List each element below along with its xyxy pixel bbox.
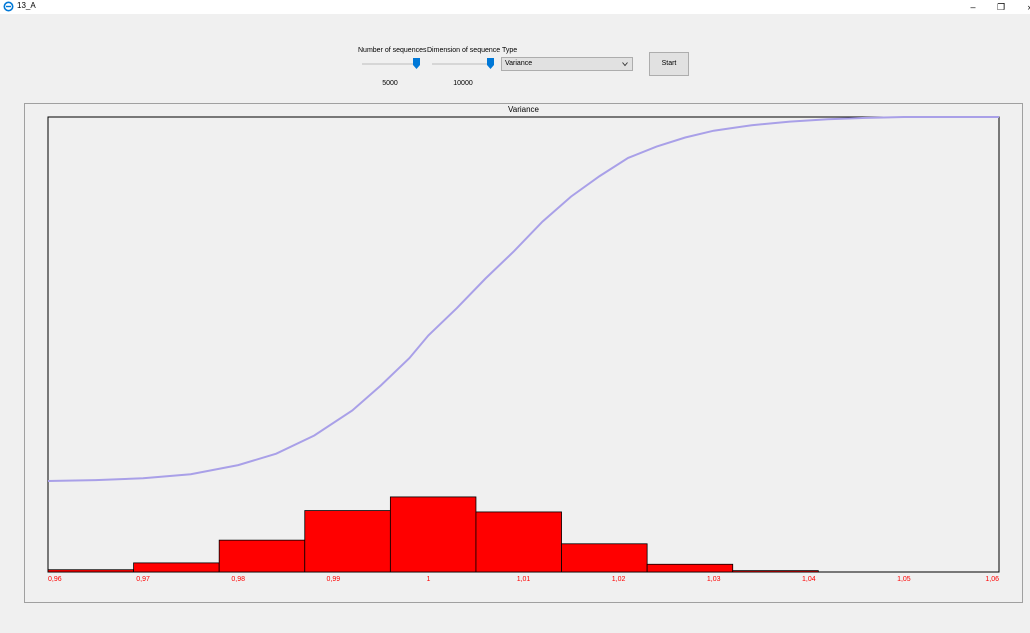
- dim-sequence-label: Dimension of sequence: [427, 47, 501, 54]
- histogram-bar: [304, 510, 391, 573]
- x-tick-label: 0,96: [48, 576, 62, 583]
- histogram-bar: [475, 511, 562, 573]
- x-tick-label: 0,97: [136, 576, 150, 583]
- window-title: 13_A: [17, 1, 36, 10]
- x-tick-label: 0,99: [326, 576, 340, 583]
- histogram-bar: [561, 543, 648, 573]
- x-tick-label: 1: [426, 576, 430, 583]
- num-sequences-slider-thumb[interactable]: [413, 58, 420, 69]
- x-tick-label: 1,01: [517, 576, 531, 583]
- start-button[interactable]: Start: [649, 52, 689, 76]
- x-tick-label: 0,98: [231, 576, 245, 583]
- dim-sequence-value: 10000: [453, 80, 473, 87]
- type-select[interactable]: Variance: [501, 57, 633, 71]
- plot-area: [47, 116, 1000, 573]
- x-tick-label: 1,03: [707, 576, 721, 583]
- app-icon: [3, 1, 14, 12]
- x-tick-label: 1,02: [612, 576, 626, 583]
- type-select-value: Variance: [505, 60, 533, 67]
- restore-icon[interactable]: ❐: [996, 2, 1006, 12]
- cdf-line: [47, 116, 999, 482]
- chart-title: Variance: [508, 105, 539, 114]
- num-sequences-track[interactable]: [362, 63, 420, 65]
- dim-sequence-slider-thumb[interactable]: [487, 58, 494, 69]
- histogram-bar: [47, 569, 134, 573]
- minimize-icon[interactable]: –: [970, 2, 976, 12]
- close-icon[interactable]: ›: [1016, 0, 1030, 14]
- chevron-down-icon: [622, 62, 628, 67]
- x-tick-label: 1,05: [897, 576, 911, 583]
- num-sequences-label: Number of sequences: [358, 47, 427, 54]
- histogram-bar: [732, 570, 819, 573]
- x-tick-label: 1,04: [802, 576, 816, 583]
- x-tick-label: 1,06: [985, 576, 999, 583]
- num-sequences-value: 5000: [382, 80, 398, 87]
- chart-group-box: [24, 103, 1023, 603]
- histogram-bar: [133, 562, 220, 573]
- histogram-bar: [389, 496, 477, 573]
- histogram-bar: [646, 563, 734, 573]
- type-label: Type: [502, 47, 518, 54]
- window-titlebar: 13_A – ❐ ›: [0, 0, 1030, 14]
- histogram-bar: [218, 539, 306, 573]
- dim-sequence-track[interactable]: [432, 63, 494, 65]
